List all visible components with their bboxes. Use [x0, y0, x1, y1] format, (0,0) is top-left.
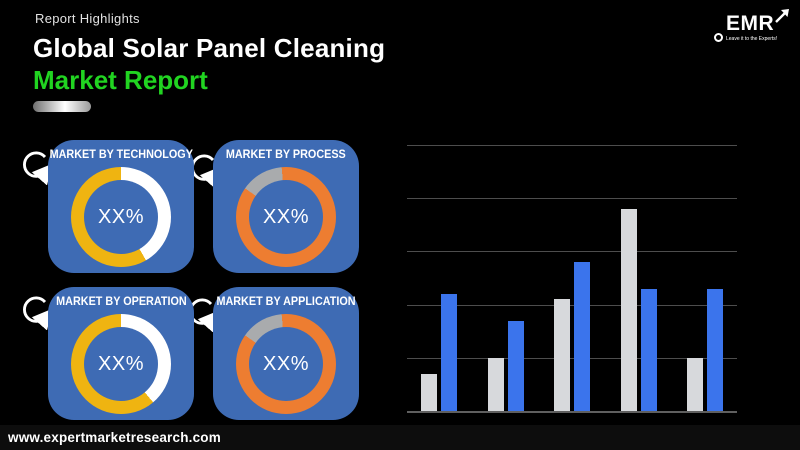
donut-chart-process: XX%	[236, 167, 336, 267]
bar-blue-group3	[574, 262, 590, 411]
x-axis-line	[407, 411, 737, 413]
page-title-line1: Global Solar Panel Cleaning	[33, 33, 386, 63]
bar-blue-group5	[707, 288, 723, 411]
donut-hole: XX%	[249, 327, 323, 401]
bar-gray-group4	[620, 208, 637, 411]
bar-gray-group3	[554, 299, 570, 411]
gridline	[407, 198, 737, 200]
gridline	[407, 357, 737, 359]
card-title: MARKET BY PROCESS	[226, 149, 346, 161]
emr-tagline: Leave it to the Experts!	[726, 36, 778, 42]
bar-blue-group4	[640, 288, 657, 411]
donut-value: XX%	[98, 352, 144, 375]
card-market-by-application: MARKET BY APPLICATION XX%	[213, 287, 359, 420]
donut-chart-application: XX%	[236, 314, 336, 414]
card-market-by-process: MARKET BY PROCESS XX%	[213, 140, 359, 273]
gridline	[407, 145, 737, 146]
card-market-by-operation: MARKET BY OPERATION XX%	[48, 287, 194, 420]
gridline	[407, 304, 737, 306]
emr-logo: EMR Leave it to the Experts!	[714, 8, 792, 48]
page-title-line2: Market Report	[33, 65, 208, 95]
footer-bar: www.expertmarketresearch.com	[0, 425, 800, 450]
card-title: MARKET BY TECHNOLOGY	[49, 149, 193, 161]
donut-value: XX%	[263, 205, 309, 228]
bar-gray-group2	[487, 357, 504, 411]
gridline	[407, 251, 737, 253]
eyebrow-label: Report Highlights	[35, 11, 140, 26]
donut-hole: XX%	[84, 180, 158, 254]
card-market-by-technology: MARKET BY TECHNOLOGY XX%	[48, 140, 194, 273]
bar-chart-plot	[407, 145, 737, 413]
title-underline-pill	[33, 101, 91, 112]
donut-hole: XX%	[249, 180, 323, 254]
donut-hole: XX%	[84, 327, 158, 401]
emr-logo-text: EMR	[726, 12, 775, 35]
donut-value: XX%	[263, 352, 309, 375]
up-right-arrow-icon	[775, 9, 789, 23]
donut-chart-operation: XX%	[71, 314, 171, 414]
bar-blue-group1	[441, 293, 457, 411]
emr-logo-ring-icon	[714, 33, 723, 42]
donut-chart-technology: XX%	[71, 167, 171, 267]
bar-blue-group2	[507, 320, 524, 411]
bar-gray-group1	[421, 373, 437, 411]
card-title: MARKET BY APPLICATION	[216, 296, 356, 308]
bar-gray-group5	[687, 357, 703, 411]
curved-arrow-icon	[23, 151, 53, 186]
donut-value: XX%	[98, 205, 144, 228]
footer-website-link[interactable]: www.expertmarketresearch.com	[8, 430, 221, 445]
curved-arrow-icon	[23, 296, 53, 331]
card-title: MARKET BY OPERATION	[55, 296, 187, 308]
